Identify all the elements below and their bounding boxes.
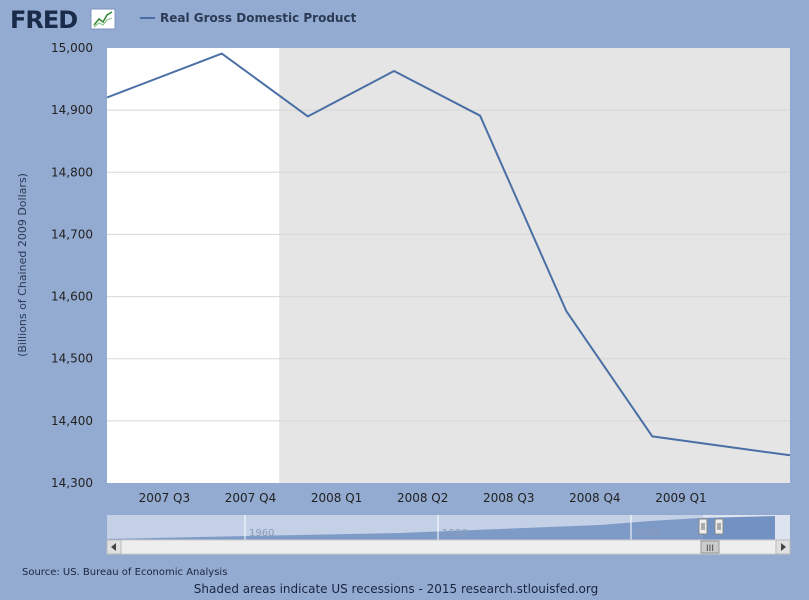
navigator[interactable]: 1960 1980 2000 xyxy=(107,515,790,540)
y-axis-title: (Billions of Chained 2009 Dollars) xyxy=(16,173,29,357)
y-tick-label: 14,500 xyxy=(51,352,93,366)
scroll-right-button[interactable] xyxy=(775,539,791,555)
scrollbar-track[interactable] xyxy=(106,539,791,555)
data-point[interactable] xyxy=(650,434,655,439)
legend-label: Real Gross Domestic Product xyxy=(160,11,357,25)
x-tick-label: 2008 Q4 xyxy=(569,491,620,505)
y-axis: 15,000 14,900 14,800 14,700 14,600 14,500 14,4… xyxy=(51,41,93,490)
legend[interactable]: Real Gross Domestic Product xyxy=(140,11,357,25)
navigator-handle-right[interactable] xyxy=(714,518,724,535)
plot-area xyxy=(106,48,791,483)
x-axis: 2007 Q3 2007 Q4 2008 Q1 2008 Q2 2008 Q3 2008 … xyxy=(139,491,707,505)
y-tick-label: 14,600 xyxy=(51,290,93,304)
data-point[interactable] xyxy=(564,308,569,313)
data-point[interactable] xyxy=(219,51,224,56)
navigator-mask xyxy=(107,515,703,540)
x-tick-label: 2007 Q4 xyxy=(225,491,276,505)
recession-note: Shaded areas indicate US recessions - 20… xyxy=(194,582,598,596)
x-tick-label: 2007 Q3 xyxy=(139,491,190,505)
series-line-real-gdp[interactable] xyxy=(106,52,791,457)
fred-logo-text: FRED xyxy=(10,6,77,34)
data-point[interactable] xyxy=(391,68,396,73)
scroll-left-button[interactable] xyxy=(106,539,122,555)
scrollbar[interactable]: III xyxy=(106,539,791,555)
y-tick-label: 14,300 xyxy=(51,476,93,490)
arrow-left-icon xyxy=(111,543,116,551)
gridlines xyxy=(107,109,790,422)
fred-logo: FRED xyxy=(10,6,116,34)
scrollbar-grip: III xyxy=(706,544,714,554)
x-tick-label: 2008 Q3 xyxy=(483,491,534,505)
y-tick-label: 14,900 xyxy=(51,103,93,117)
y-tick-label: 15,000 xyxy=(51,41,93,55)
navigator-handle-left[interactable] xyxy=(698,518,708,535)
scrollbar-thumb[interactable]: III xyxy=(700,540,720,554)
navigator-label: 2000 xyxy=(635,528,660,539)
data-point[interactable] xyxy=(478,113,483,118)
arrow-right-icon xyxy=(781,543,786,551)
x-tick-label: 2009 Q1 xyxy=(655,491,706,505)
recession-shading xyxy=(279,48,790,483)
source-text: Source: US. Bureau of Economic Analysis xyxy=(22,567,227,578)
fred-logo-icon xyxy=(90,8,116,30)
navigator-label: 1980 xyxy=(442,528,467,539)
data-point[interactable] xyxy=(305,114,310,119)
y-tick-label: 14,400 xyxy=(51,414,93,428)
data-point[interactable] xyxy=(736,446,741,451)
series-layer xyxy=(106,51,791,457)
y-tick-label: 14,700 xyxy=(51,227,93,241)
x-tick-label: 2008 Q1 xyxy=(311,491,362,505)
navigator-label: 1960 xyxy=(249,528,274,539)
navigator-series-area xyxy=(107,516,775,540)
x-tick-label: 2008 Q2 xyxy=(397,491,448,505)
y-tick-label: 14,800 xyxy=(51,165,93,179)
data-point[interactable] xyxy=(133,84,138,89)
